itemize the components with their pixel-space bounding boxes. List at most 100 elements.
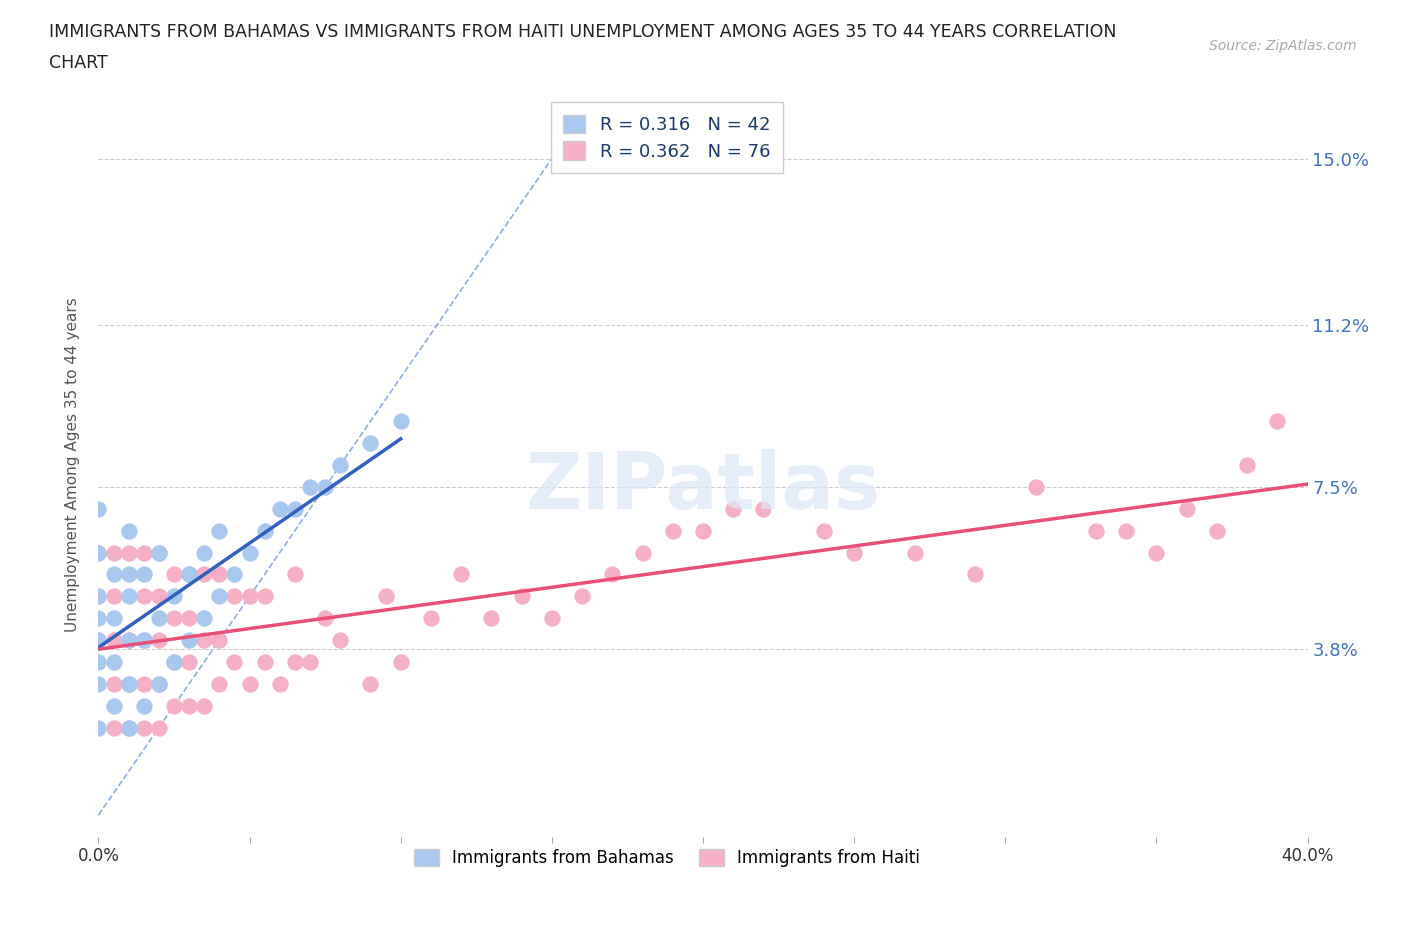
Point: [132, 589, 155, 604]
Point: [163, 698, 186, 713]
Point: [163, 655, 186, 670]
Point: [148, 589, 170, 604]
Text: Source: ZipAtlas.com: Source: ZipAtlas.com: [1209, 39, 1357, 53]
Point: [132, 632, 155, 647]
Point: [179, 698, 201, 713]
Point: [374, 589, 396, 604]
Point: [965, 567, 987, 582]
Point: [692, 524, 714, 538]
Point: [148, 676, 170, 691]
Point: [118, 720, 141, 735]
Point: [208, 524, 231, 538]
Point: [148, 545, 170, 560]
Point: [103, 567, 125, 582]
Point: [132, 567, 155, 582]
Point: [239, 676, 262, 691]
Point: [87, 589, 110, 604]
Point: [1085, 524, 1108, 538]
Point: [103, 720, 125, 735]
Point: [87, 720, 110, 735]
Point: [148, 720, 170, 735]
Point: [118, 720, 141, 735]
Point: [602, 567, 624, 582]
Point: [179, 567, 201, 582]
Point: [118, 676, 141, 691]
Point: [87, 611, 110, 626]
Point: [103, 698, 125, 713]
Point: [1236, 458, 1258, 472]
Point: [224, 567, 246, 582]
Point: [329, 632, 352, 647]
Point: [224, 589, 246, 604]
Point: [510, 589, 533, 604]
Point: [360, 435, 382, 450]
Point: [193, 698, 215, 713]
Point: [132, 720, 155, 735]
Y-axis label: Unemployment Among Ages 35 to 44 years: Unemployment Among Ages 35 to 44 years: [65, 298, 80, 632]
Point: [752, 501, 775, 516]
Point: [1267, 414, 1289, 429]
Point: [224, 655, 246, 670]
Point: [450, 567, 472, 582]
Point: [103, 545, 125, 560]
Point: [253, 655, 276, 670]
Point: [118, 632, 141, 647]
Point: [299, 655, 322, 670]
Point: [179, 611, 201, 626]
Point: [103, 655, 125, 670]
Point: [389, 414, 412, 429]
Point: [118, 567, 141, 582]
Point: [163, 655, 186, 670]
Point: [87, 632, 110, 647]
Legend: Immigrants from Bahamas, Immigrants from Haiti: Immigrants from Bahamas, Immigrants from…: [401, 836, 934, 881]
Point: [329, 458, 352, 472]
Point: [253, 524, 276, 538]
Point: [163, 567, 186, 582]
Point: [314, 480, 336, 495]
Point: [299, 480, 322, 495]
Point: [208, 567, 231, 582]
Point: [118, 524, 141, 538]
Point: [148, 632, 170, 647]
Point: [1144, 545, 1167, 560]
Point: [269, 501, 291, 516]
Point: [132, 676, 155, 691]
Point: [163, 611, 186, 626]
Point: [118, 676, 141, 691]
Point: [284, 567, 307, 582]
Point: [284, 655, 307, 670]
Point: [904, 545, 927, 560]
Point: [103, 632, 125, 647]
Point: [87, 501, 110, 516]
Point: [87, 545, 110, 560]
Point: [284, 501, 307, 516]
Point: [253, 589, 276, 604]
Point: [389, 655, 412, 670]
Point: [148, 611, 170, 626]
Point: [87, 545, 110, 560]
Point: [269, 676, 291, 691]
Point: [87, 632, 110, 647]
Text: CHART: CHART: [49, 54, 108, 72]
Point: [179, 567, 201, 582]
Point: [193, 567, 215, 582]
Point: [193, 632, 215, 647]
Point: [1206, 524, 1229, 538]
Point: [87, 655, 110, 670]
Point: [723, 501, 745, 516]
Point: [179, 655, 201, 670]
Point: [103, 676, 125, 691]
Point: [1115, 524, 1137, 538]
Point: [179, 632, 201, 647]
Point: [87, 589, 110, 604]
Point: [118, 632, 141, 647]
Point: [132, 698, 155, 713]
Point: [193, 545, 215, 560]
Point: [631, 545, 654, 560]
Point: [118, 589, 141, 604]
Point: [87, 676, 110, 691]
Point: [208, 676, 231, 691]
Point: [420, 611, 443, 626]
Point: [208, 589, 231, 604]
Text: ZIPatlas: ZIPatlas: [526, 449, 880, 525]
